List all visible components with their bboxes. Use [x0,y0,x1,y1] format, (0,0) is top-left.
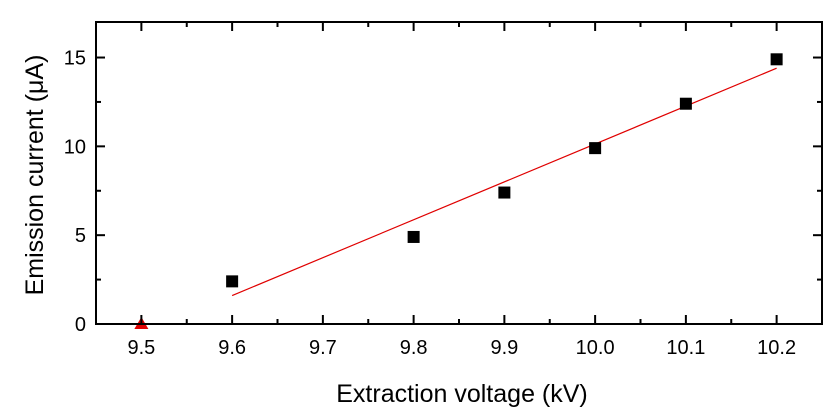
x-tick-label: 9.5 [127,337,155,359]
data-point-square [226,275,239,288]
x-tick-label: 9.8 [400,337,428,359]
y-tick-label: 5 [75,225,86,247]
tick-labels: 9.5 9.6 9.7 9.8 9.9 10.0 10.1 10.2 0 5 10 15 [64,48,796,359]
chart-marks [134,53,783,329]
fit-line [231,67,777,297]
x-axis-title: Extraction voltage (kV) [336,380,588,408]
y-tick-label: 15 [64,48,86,70]
data-point-square [589,142,602,155]
x-tick-label: 9.6 [218,337,246,359]
y-tick-label: 10 [64,136,86,158]
y-axis-title: Emission current (μA) [21,55,49,296]
plot-frame [95,21,823,325]
x-tick-label: 9.9 [490,337,518,359]
y-tick-label: 0 [75,314,86,336]
data-point-square [407,230,420,243]
x-tick-label: 10.1 [666,337,705,359]
axis-ticks [96,22,822,325]
x-tick-label: 9.7 [309,337,337,359]
data-point-square [498,186,511,199]
data-point-square [679,97,692,110]
data-point-square [770,53,783,66]
x-tick-label: 10.2 [757,337,796,359]
x-tick-label: 10.0 [576,337,615,359]
